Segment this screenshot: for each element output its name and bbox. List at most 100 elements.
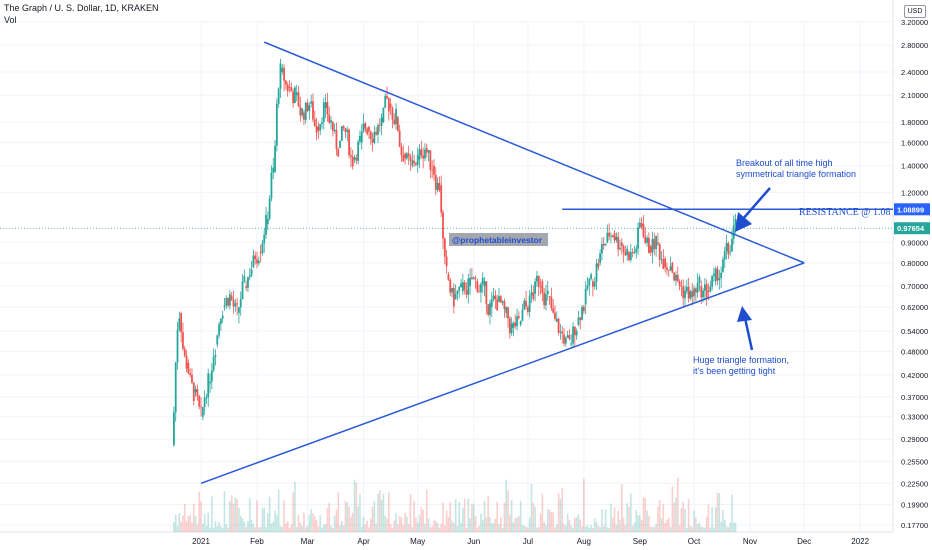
- annotations: 1.08899 0.97654 Breakout of all time highs…: [449, 158, 930, 376]
- y-tick-label: 0.25500: [901, 458, 928, 467]
- candle-body: [245, 286, 248, 288]
- volume-bar: [192, 503, 195, 532]
- candle-body: [297, 92, 300, 107]
- volume-bar: [548, 509, 551, 532]
- candle-body: [559, 331, 562, 333]
- volume-bar: [731, 494, 733, 532]
- candle-body: [624, 251, 627, 256]
- volume-bar: [476, 527, 479, 532]
- candle-body: [456, 290, 459, 295]
- y-tick-label: 0.42000: [901, 371, 928, 380]
- volume-bar: [185, 521, 188, 532]
- candle-body: [395, 109, 397, 125]
- volume-bar: [631, 526, 634, 532]
- candle-body: [492, 295, 495, 300]
- candle-body: [474, 277, 477, 279]
- volume-bar: [537, 527, 540, 532]
- candle-body: [646, 237, 648, 243]
- volume-bar: [277, 489, 280, 532]
- volume-bar: [615, 524, 618, 532]
- candle-body: [575, 331, 578, 336]
- x-tick-label: Apr: [357, 537, 370, 546]
- volume-bar: [299, 522, 302, 532]
- volume-bar: [521, 525, 524, 532]
- volume-bar: [541, 493, 544, 532]
- candle-body: [346, 129, 349, 132]
- candle-body: [236, 303, 239, 305]
- candle-body: [671, 262, 674, 273]
- candle-body: [725, 243, 728, 252]
- volume-bar: [406, 516, 408, 532]
- candle-body: [554, 312, 556, 319]
- candle-body: [483, 281, 486, 287]
- candle-body: [604, 243, 607, 246]
- volume-bar: [227, 527, 229, 532]
- candle-body: [550, 296, 553, 309]
- volume-bar: [415, 517, 417, 532]
- current-price-label: 0.97654: [897, 224, 925, 233]
- candle-body: [324, 102, 327, 109]
- candle-body: [319, 123, 322, 131]
- candle-body: [731, 238, 733, 252]
- volume-bar: [373, 501, 376, 532]
- candle-body: [716, 268, 719, 281]
- volume-bar: [388, 492, 390, 532]
- volume-bar: [445, 510, 448, 532]
- candle-body: [301, 108, 304, 116]
- x-axis: 2021 Feb Mar Apr May Jun Jul Aug Sep Oct Nov Dec 202…: [192, 537, 870, 546]
- volume-bar: [368, 527, 370, 532]
- volume-bar: [530, 483, 533, 532]
- volume-bar: [494, 518, 497, 532]
- candle-body: [628, 252, 630, 261]
- volume-bar: [444, 525, 446, 532]
- candle-body: [557, 318, 560, 333]
- candle-body: [525, 300, 527, 307]
- candle-body: [348, 129, 350, 156]
- volume-bar: [516, 517, 518, 532]
- volume-bar: [579, 519, 582, 532]
- volume-bar: [499, 517, 502, 532]
- volume-bar: [734, 522, 737, 532]
- candle-body: [407, 153, 410, 157]
- volume-bar: [490, 523, 493, 532]
- currency-button[interactable]: USD: [904, 5, 926, 18]
- volume-bar: [463, 498, 466, 532]
- candle-body: [270, 172, 273, 199]
- volume-bar: [306, 526, 309, 532]
- y-tick-label: 0.19900: [901, 501, 928, 510]
- x-tick-label: Feb: [250, 537, 264, 546]
- candle-body: [228, 294, 231, 306]
- volume-bar: [483, 500, 486, 532]
- volume-bar: [462, 508, 464, 532]
- candle-body: [248, 275, 251, 278]
- volume-bar: [554, 527, 556, 532]
- candle-body: [592, 281, 594, 287]
- candle-body: [675, 274, 677, 281]
- candle-body: [481, 277, 484, 285]
- candle-body: [590, 274, 592, 279]
- triangle-arrow-shaft: [743, 317, 754, 351]
- candle-body: [615, 236, 618, 241]
- volume-bar: [395, 513, 397, 532]
- candle-body: [691, 291, 694, 298]
- volume-bar: [286, 521, 289, 532]
- candle-body: [595, 263, 598, 283]
- y-tick-label: 2.80000: [901, 41, 928, 50]
- volume-bar: [239, 515, 242, 532]
- candle-body: [597, 263, 600, 268]
- candle-body: [373, 131, 376, 143]
- volume-bar: [438, 527, 441, 532]
- y-tick-label: 1.40000: [901, 162, 928, 171]
- candle-body: [411, 160, 414, 166]
- candlestick-series: [173, 58, 737, 447]
- volume-bar: [577, 514, 580, 532]
- candle-body: [176, 329, 179, 363]
- candle-body: [709, 286, 712, 292]
- candle-body: [469, 277, 471, 287]
- candle-body: [732, 225, 735, 239]
- volume-bar: [481, 519, 484, 532]
- candle-body: [351, 156, 354, 167]
- volume-bar: [534, 506, 536, 532]
- y-tick-label: 0.29000: [901, 435, 928, 444]
